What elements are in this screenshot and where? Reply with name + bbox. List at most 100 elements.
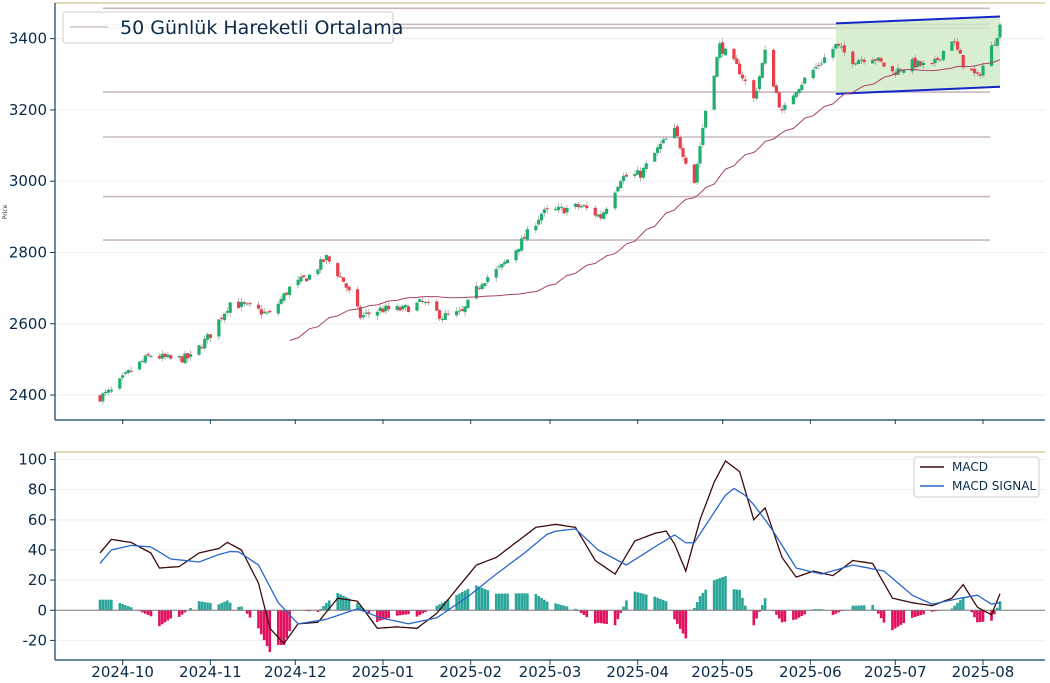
histogram-bar — [316, 610, 320, 612]
candle — [664, 138, 668, 140]
histogram-bar — [262, 610, 266, 641]
candle — [811, 69, 815, 79]
histogram-bar — [718, 578, 722, 611]
candle — [296, 279, 300, 286]
histogram-bar — [959, 600, 962, 611]
candle — [358, 306, 362, 319]
candle — [338, 276, 343, 278]
candle — [423, 302, 428, 304]
candle — [803, 77, 807, 84]
histogram-bar — [752, 610, 756, 626]
candle — [936, 57, 940, 60]
candle — [494, 268, 498, 278]
date-tick-label: 2025-06 — [779, 663, 842, 681]
date-tick-label: 2024-11 — [179, 663, 242, 681]
candle — [791, 95, 795, 105]
histogram-bar — [189, 607, 192, 611]
histogram-bar — [995, 607, 999, 611]
histogram-bar — [633, 591, 637, 611]
histogram-bar — [288, 610, 291, 632]
histogram-bar — [463, 590, 467, 611]
price-tick-label: 2400 — [9, 386, 47, 404]
histogram-bar — [347, 598, 351, 611]
histogram-bar — [149, 610, 153, 617]
histogram-bar — [228, 602, 232, 611]
histogram-bar — [514, 593, 518, 611]
histogram-bar — [500, 593, 504, 611]
candle — [831, 49, 835, 58]
histogram-bar — [537, 595, 540, 611]
candle — [593, 207, 597, 216]
signal-legend-label: MACD SIGNAL — [952, 479, 1036, 493]
candle — [752, 80, 756, 99]
histogram-bar — [517, 593, 521, 611]
candle — [989, 45, 994, 67]
candle — [704, 110, 708, 128]
candle — [641, 167, 645, 178]
date-tick-label: 2024-10 — [91, 663, 154, 681]
date-tick-label: 2025-08 — [952, 663, 1015, 681]
histogram-bar — [325, 602, 328, 611]
histogram-bar — [659, 598, 662, 611]
candle — [438, 310, 442, 319]
candle — [217, 319, 221, 337]
histogram-bar — [811, 609, 815, 611]
histogram-bar — [237, 606, 240, 611]
candle — [624, 174, 629, 177]
histogram-bar — [783, 610, 787, 622]
histogram-bar — [602, 610, 606, 624]
candle — [440, 318, 445, 320]
candle — [497, 266, 501, 268]
histogram-bar — [854, 605, 857, 611]
histogram-bar — [735, 589, 739, 611]
candle — [554, 208, 558, 211]
histogram-bar — [653, 596, 657, 611]
candle — [378, 307, 382, 312]
histogram-bar — [339, 594, 342, 611]
candle — [644, 163, 648, 170]
histogram-bar — [922, 610, 925, 615]
price-axis-label: Price — [2, 204, 9, 219]
candle — [387, 305, 391, 310]
histogram-bar — [978, 610, 982, 623]
histogram-bar — [930, 610, 934, 612]
histogram-bar — [438, 604, 441, 611]
histogram-bar — [820, 609, 823, 611]
candle — [500, 263, 504, 268]
histogram-bar — [775, 610, 778, 615]
candle — [384, 305, 388, 312]
candle — [163, 353, 167, 357]
histogram-bar — [146, 610, 150, 615]
histogram-bar — [800, 610, 804, 616]
candle — [653, 152, 657, 162]
candle — [633, 173, 637, 176]
histogram-bar — [956, 602, 959, 611]
candle — [421, 300, 425, 302]
candle — [344, 283, 348, 288]
candle — [208, 334, 212, 338]
candle — [259, 309, 263, 315]
histogram-bar — [443, 601, 447, 611]
candle — [455, 311, 459, 316]
candle — [655, 147, 660, 153]
candle — [123, 372, 128, 374]
candle — [101, 393, 105, 402]
histogram-bar — [497, 593, 501, 611]
histogram-bar — [277, 610, 280, 645]
candle — [237, 301, 241, 309]
histogram-bar — [480, 587, 484, 611]
histogram-bar — [523, 593, 526, 611]
histogram-bar — [506, 593, 509, 611]
candle — [143, 355, 147, 363]
ma-legend-label: 50 Günlük Hareketli Ortalama — [120, 17, 403, 39]
candle — [916, 60, 920, 67]
histogram-bar — [268, 610, 272, 653]
histogram-bar — [851, 605, 855, 611]
histogram-bar — [831, 610, 835, 616]
candle — [381, 308, 385, 313]
candle — [205, 334, 210, 340]
candle — [104, 391, 108, 394]
candle — [851, 51, 855, 65]
macd-panel: -20 0 20 40 60 80 100 2024-10 2024-11 2024-12 202… — [18, 420, 1045, 681]
histogram-bar — [732, 589, 736, 611]
